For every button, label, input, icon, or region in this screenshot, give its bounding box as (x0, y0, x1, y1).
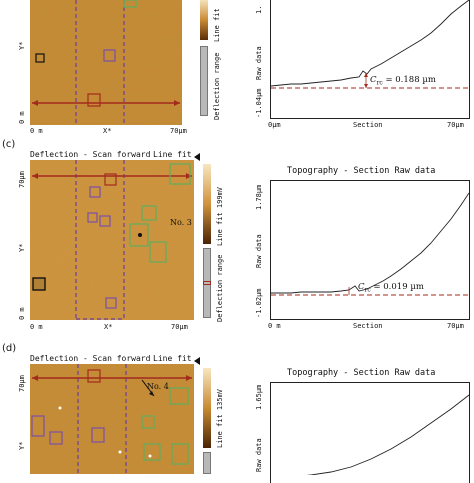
plot-x-left-c: 0 m (268, 322, 281, 330)
crc-symbol-1: C (370, 75, 377, 85)
plot-y-mid-1: Raw data (255, 46, 263, 80)
x-axis-mid-top: X* (103, 127, 112, 135)
profile-svg-top (270, 0, 470, 89)
x-axis-left-top: 0 m (30, 127, 43, 135)
colorbar-label-d: Line fit 135mV (216, 388, 224, 448)
deflection-range-label-top: Deflection range (213, 52, 221, 120)
plot-y-mid-d: Raw data (255, 438, 263, 472)
y-axis-top-c: 70µm (18, 171, 26, 188)
deflection-range-bar-d (203, 452, 211, 474)
plot-x-mid-c: Section (353, 322, 383, 330)
y-axis-bottom-top: 0 m (18, 111, 26, 124)
x-axis-mid-c: X* (104, 323, 113, 331)
plot-x-mid-1: Section (353, 121, 383, 129)
y-axis-label-top: Y* (18, 41, 26, 50)
crc-value-c: = 0.019 µm (373, 282, 424, 292)
afm-image-c (30, 160, 194, 320)
y-axis-label-c: Y* (18, 243, 26, 252)
panel-letter-d: (d) (2, 343, 17, 354)
note-c: No. 3 (170, 218, 192, 227)
profile-plot-top (270, 0, 470, 119)
crc-annotation-c: Crc = 0.019 µm (358, 282, 424, 294)
deflection-range-label-c: Deflection range (216, 254, 224, 322)
panel-letter-c: (c) (2, 139, 16, 150)
plot-y-bottom-1: -1.04µm (255, 88, 263, 118)
scan-direction-marker-d (194, 357, 200, 365)
note-d: No. 4 (147, 382, 169, 391)
plot-y-top-c: 1.78µm (255, 184, 263, 210)
plot-title-c: Topography - Section Raw data (287, 166, 436, 176)
crc-annotation-1: Crc = 0.188 µm (370, 75, 436, 87)
afm-image-top (30, 0, 182, 125)
profile-plot-c (270, 180, 470, 320)
colorbar-d (203, 368, 211, 448)
plot-y-top-1: 1. (255, 5, 263, 14)
crc-symbol-c: C (358, 282, 365, 292)
afm-texture-c (30, 160, 194, 320)
afm-texture-top (30, 0, 182, 125)
afm-header-right-c: Line fit (153, 150, 192, 159)
afm-texture-d (30, 364, 194, 474)
x-axis-left-c: 0 m (30, 323, 43, 331)
afm-header-right-d: Line fit (153, 354, 192, 363)
plot-title-d: Topography - Section Raw data (287, 368, 436, 378)
y-axis-bottom-c: 0 m (18, 307, 26, 320)
y-axis-label-d: Y* (18, 441, 26, 450)
plot-y-top-d: 1.65µm (255, 384, 263, 410)
deflection-marker-c (203, 281, 211, 285)
plot-y-mid-c: Raw data (255, 234, 263, 268)
deflection-range-bar-top (200, 46, 208, 116)
y-axis-top-d: 70µm (18, 375, 26, 392)
profile-svg-d (270, 394, 470, 480)
colorbar-top (200, 0, 208, 40)
scan-direction-marker-c (194, 153, 200, 161)
colorbar-label-c: Line fit 199mV (216, 186, 224, 246)
profile-plot-d (270, 382, 470, 483)
x-axis-right-c: 70µm (171, 323, 188, 331)
afm-header-left-d: Deflection - Scan forward (30, 354, 151, 363)
colorbar-c (203, 164, 211, 244)
afm-header-left-c: Deflection - Scan forward (30, 150, 151, 159)
plot-x-left-1: 0µm (268, 121, 281, 129)
crc-value-1: = 0.188 µm (385, 75, 436, 85)
afm-image-d (30, 364, 194, 474)
crc-sub-1: rc (376, 79, 383, 87)
plot-x-right-1: 70µm (447, 121, 464, 129)
colorbar-label-top: Line fit (213, 8, 221, 42)
profile-svg-c (271, 192, 470, 296)
x-axis-right-top: 70µm (170, 127, 187, 135)
plot-y-bottom-c: -1.02µm (255, 288, 263, 318)
plot-x-right-c: 70µm (447, 322, 464, 330)
crc-sub-c: rc (364, 286, 371, 294)
